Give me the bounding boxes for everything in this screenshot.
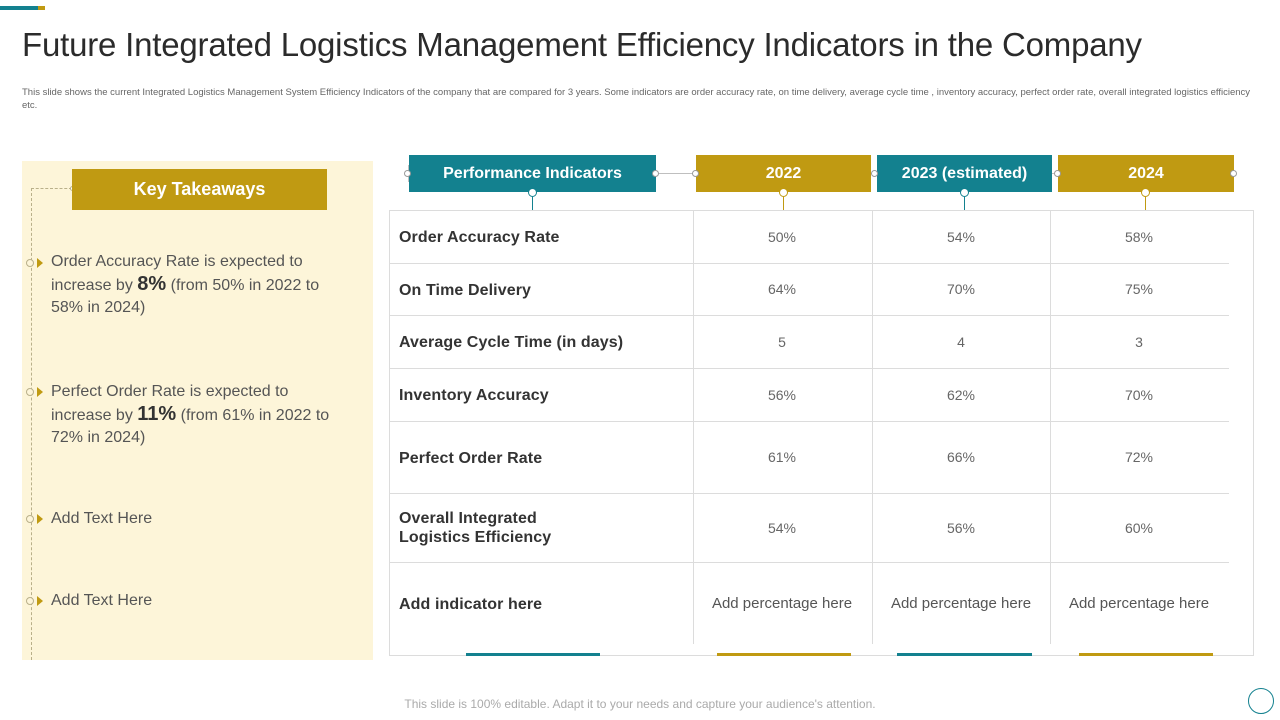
row-divider: [390, 493, 1229, 494]
connector-dot: [652, 170, 659, 177]
column-divider: [1050, 211, 1051, 644]
takeaway-detail: (from 61% in 2022 to 72% in 2024): [51, 407, 330, 446]
connector-dot: [692, 170, 699, 177]
bullet-arrow-icon: [26, 387, 46, 397]
column-bottom-bar: [1079, 653, 1213, 656]
column-marker-stem: [532, 197, 533, 210]
takeaway-highlight: 8%: [137, 273, 167, 295]
top-accent-bar-gold: [38, 6, 45, 10]
value-2023: Add percentage here: [890, 595, 1032, 612]
value-2022: 5: [778, 334, 786, 350]
indicator-label-line: Overall Integrated: [399, 510, 537, 527]
indicators-table: [389, 210, 1254, 656]
top-accent-bar: [0, 6, 38, 10]
connector-dot: [871, 170, 878, 177]
value-2024: Add percentage here: [1068, 595, 1210, 612]
indicator-label: Perfect Order Rate: [399, 450, 543, 467]
column-marker-icon: [779, 188, 788, 197]
value-2022: 50%: [767, 229, 797, 245]
column-marker-stem: [1145, 197, 1146, 210]
takeaway-item-2: Perfect Order Rate is expected to increa…: [51, 381, 351, 449]
slide-subtitle: This slide shows the current Integrated …: [22, 87, 1251, 111]
indicator-label: Overall Integrated Logistics Efficiency: [399, 509, 551, 547]
header-2024: 2024: [1058, 155, 1234, 192]
takeaway-text: Add Text Here: [51, 510, 153, 527]
value-2024: 70%: [1124, 387, 1154, 403]
column-bottom-bar: [466, 653, 600, 656]
value-2022: Add percentage here: [711, 595, 853, 612]
column-marker-icon: [528, 188, 537, 197]
connector-dot: [1054, 170, 1061, 177]
row-divider: [390, 368, 1229, 369]
row-divider: [390, 421, 1229, 422]
slide-footer: This slide is 100% editable. Adapt it to…: [404, 697, 876, 711]
row-divider: [390, 562, 1229, 563]
connector-dot: [1230, 170, 1237, 177]
slide-title: Future Integrated Logistics Management E…: [22, 26, 1142, 63]
value-2023: 4: [957, 334, 965, 350]
value-2022: 54%: [767, 520, 797, 536]
value-2023: 62%: [946, 387, 976, 403]
value-2024: 3: [1135, 334, 1143, 350]
bullet-arrow-icon: [26, 514, 46, 524]
connector-dot: [404, 170, 411, 177]
value-2024: 75%: [1124, 281, 1154, 297]
indicator-label: Average Cycle Time (in days): [399, 334, 624, 351]
column-divider: [872, 211, 873, 644]
column-marker-stem: [964, 197, 965, 210]
row-divider: [390, 315, 1229, 316]
takeaway-item-3: Add Text Here: [51, 508, 351, 530]
takeaway-text: Order Accuracy Rate is expected to incre…: [51, 253, 303, 294]
value-2022: 61%: [767, 449, 797, 465]
indicator-label: On Time Delivery: [399, 282, 532, 299]
value-2024: 60%: [1124, 520, 1154, 536]
indicator-label: Inventory Accuracy: [399, 387, 549, 404]
row-divider: [390, 263, 1229, 264]
takeaway-text: Perfect Order Rate is expected to increa…: [51, 383, 289, 424]
value-2023: 54%: [946, 229, 976, 245]
header-2022: 2022: [696, 155, 871, 192]
value-2022: 56%: [767, 387, 797, 403]
key-takeaways-title: Key Takeaways: [72, 169, 327, 210]
takeaway-item-4: Add Text Here: [51, 590, 351, 612]
indicator-label: Add indicator here: [399, 596, 543, 613]
takeaway-detail: (from 50% in 2022 to 58% in 2024): [51, 277, 320, 316]
column-divider: [693, 211, 694, 644]
header-2023-estimated: 2023 (estimated): [877, 155, 1052, 192]
takeaways-connector-line: [31, 188, 32, 660]
value-2023: 56%: [946, 520, 976, 536]
takeaway-item-1: Order Accuracy Rate is expected to incre…: [51, 251, 351, 319]
key-takeaways-panel: Key Takeaways Order Accuracy Rate is exp…: [22, 161, 373, 660]
column-marker-stem: [783, 197, 784, 210]
indicator-label: Order Accuracy Rate: [399, 229, 560, 246]
value-2024: 58%: [1124, 229, 1154, 245]
column-bottom-bar: [897, 653, 1032, 656]
column-marker-icon: [1141, 188, 1150, 197]
column-marker-icon: [960, 188, 969, 197]
takeaways-header-connector: [31, 188, 72, 189]
value-2023: 66%: [946, 449, 976, 465]
corner-circle-icon: [1248, 688, 1274, 714]
bullet-arrow-icon: [26, 596, 46, 606]
value-2022: 64%: [767, 281, 797, 297]
column-bottom-bar: [717, 653, 851, 656]
header-performance-indicators: Performance Indicators: [409, 155, 656, 192]
value-2023: 70%: [946, 281, 976, 297]
value-2024: 72%: [1124, 449, 1154, 465]
takeaway-text: Add Text Here: [51, 592, 153, 609]
bullet-arrow-icon: [26, 258, 46, 268]
takeaway-highlight: 11%: [137, 403, 177, 425]
indicator-label-line: Logistics Efficiency: [399, 529, 552, 546]
